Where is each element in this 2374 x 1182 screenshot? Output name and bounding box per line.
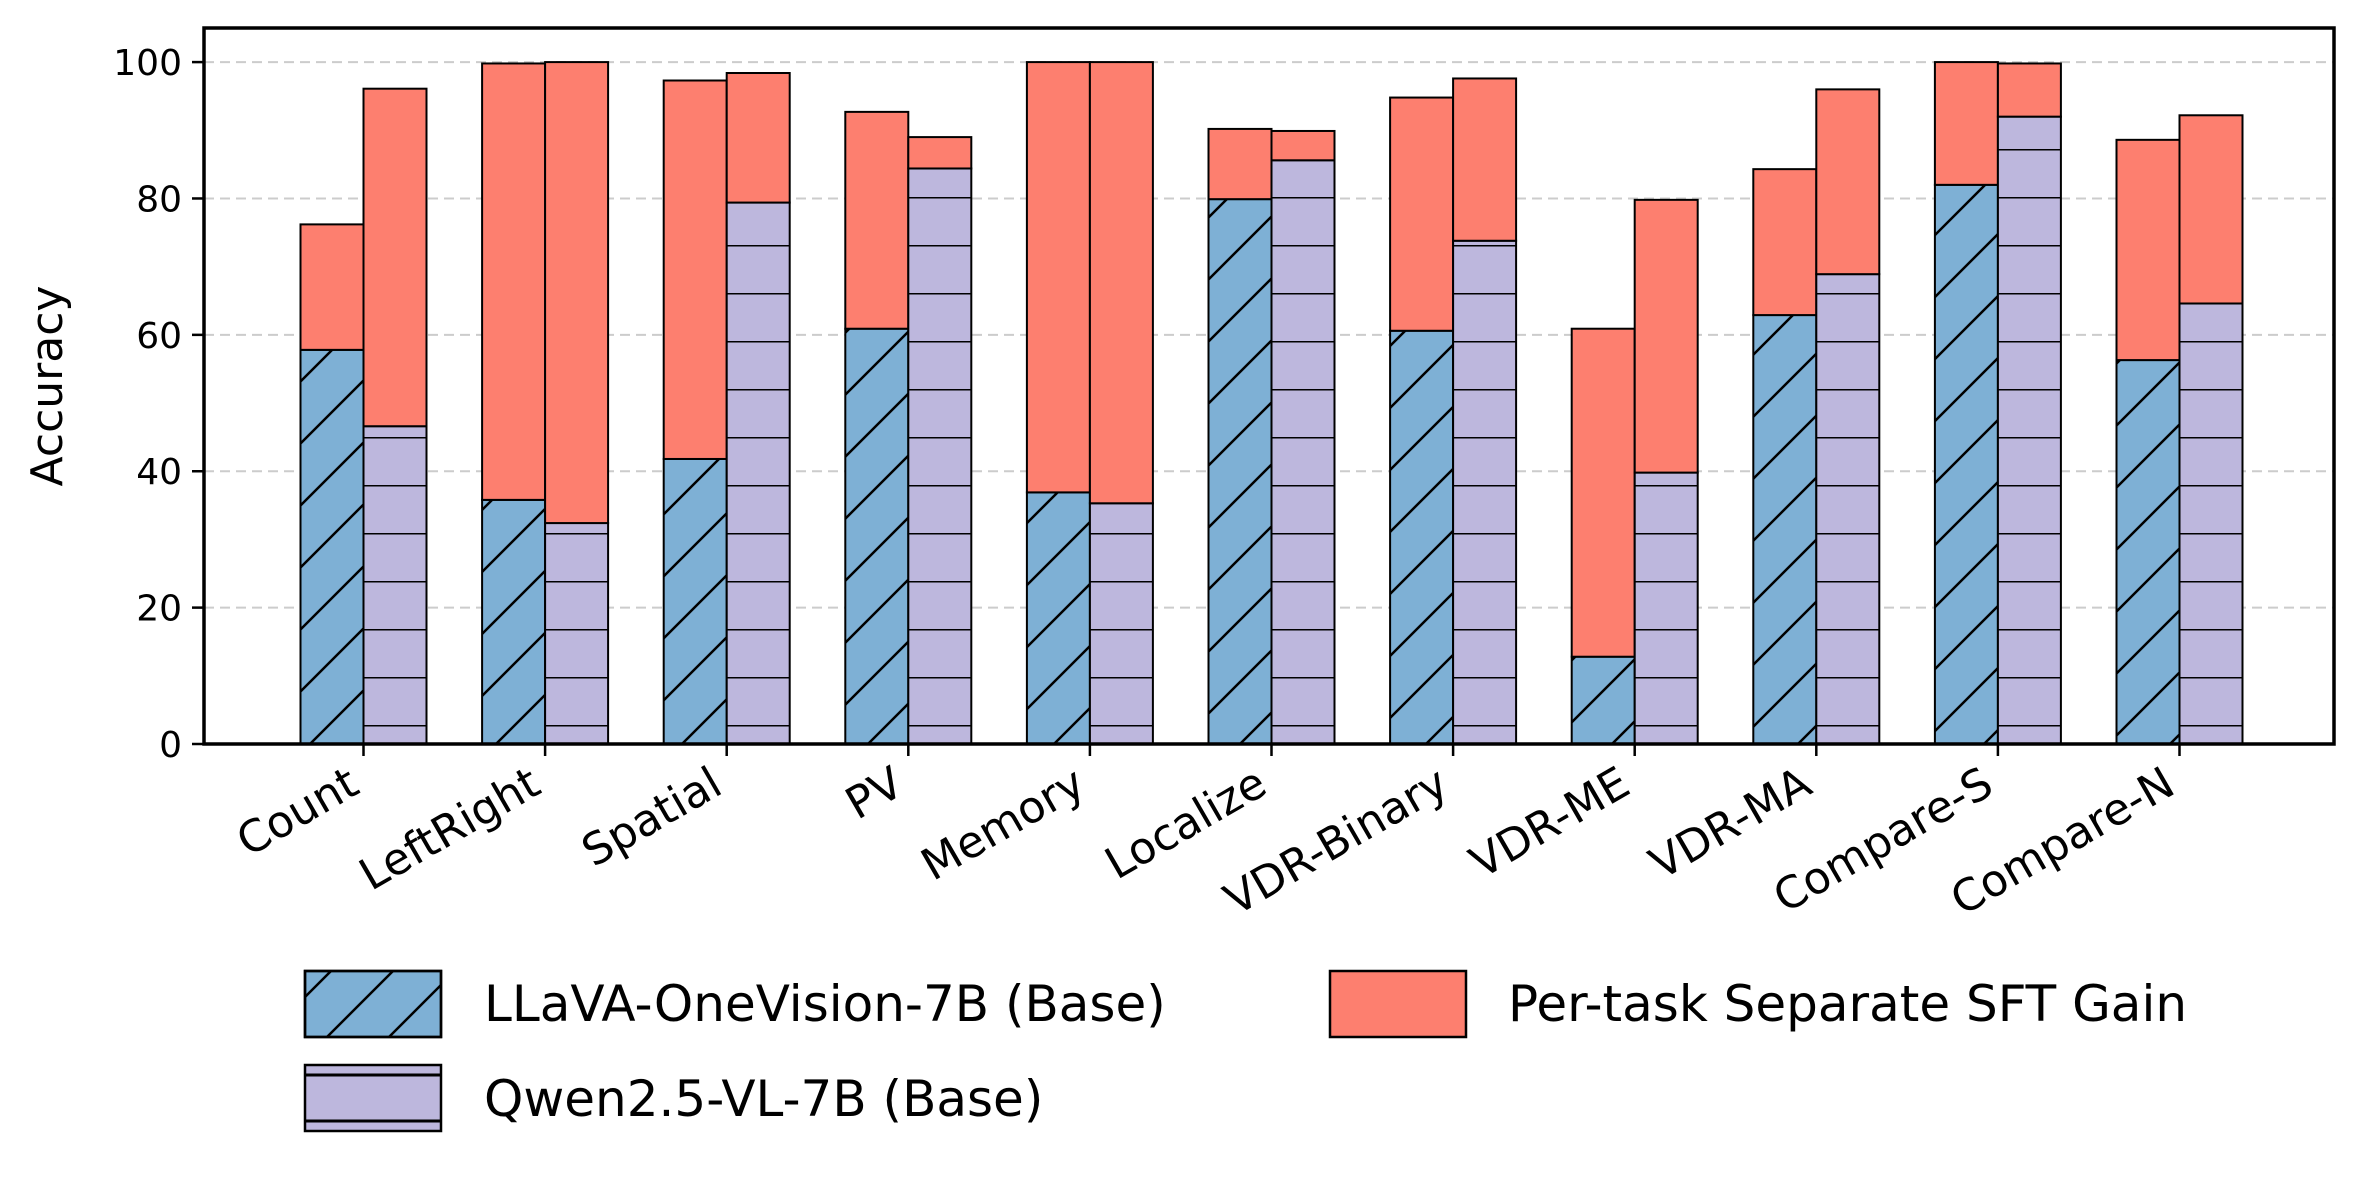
- bar-llava-base-hatch-vdr-me: [1570, 655, 1636, 745]
- y-tick-label-80: 80: [136, 179, 182, 220]
- bar-qwen-base-hatch-compare-s: [1996, 115, 2062, 745]
- bar-llava-gain-vdr-me: [1570, 327, 1636, 658]
- bar-llava-gain-memory: [1025, 61, 1091, 494]
- bar-qwen-base-hatch-vdr-binary: [1452, 239, 1518, 746]
- bar-qwen-base-hatch-count: [362, 425, 428, 745]
- bar-llava-gain-pv: [844, 110, 910, 330]
- plot-frame: [202, 26, 2336, 746]
- legend-label-gain: Per-task Separate SFT Gain: [1508, 975, 2187, 1033]
- bar-qwen-base-hatch-vdr-ma: [1815, 273, 1881, 745]
- bar-llava-base-hatch-localize: [1207, 198, 1273, 746]
- y-tick-label-0: 0: [159, 725, 182, 766]
- bar-qwen-gain-vdr-binary: [1452, 77, 1518, 242]
- bar-qwen-base-hatch-pv: [907, 167, 973, 746]
- bar-qwen-gain-memory: [1088, 61, 1154, 505]
- bars: [299, 61, 2244, 746]
- bar-llava-gain-compare-n: [2115, 138, 2181, 362]
- bar-llava-gain-count: [299, 223, 365, 351]
- bar-qwen-gain-spatial: [725, 72, 791, 204]
- bar-llava-base-hatch-count: [299, 348, 365, 745]
- bar-qwen-base-hatch-compare-n: [2178, 302, 2244, 745]
- bar-llava-base-hatch-pv: [844, 327, 910, 745]
- x-tick-label-leftright: LeftRight: [351, 757, 549, 900]
- bar-llava-base-hatch-vdr-ma: [1752, 314, 1818, 745]
- bar-qwen-base-hatch-leftright: [544, 522, 610, 746]
- bar-qwen-base-hatch-memory: [1088, 502, 1154, 746]
- legend-label-llava: LLaVA-OneVision-7B (Base): [484, 975, 1166, 1033]
- y-axis-ticks: 0 20 40 60 80 100: [113, 43, 204, 766]
- y-tick-label-100: 100: [113, 43, 182, 84]
- bar-llava-base-hatch-memory: [1025, 491, 1091, 745]
- bar-llava-gain-localize: [1207, 127, 1273, 201]
- legend-swatch-gain: [1328, 969, 1468, 1039]
- bar-qwen-gain-localize: [1270, 129, 1336, 162]
- bar-qwen-base-hatch-spatial: [725, 201, 791, 745]
- bar-qwen-gain-leftright: [544, 61, 610, 525]
- bar-llava-base-hatch-spatial: [662, 457, 728, 745]
- bar-llava-base-hatch-vdr-binary: [1389, 329, 1455, 745]
- bar-llava-base-hatch-compare-s: [1933, 183, 1999, 746]
- x-tick-label-spatial: Spatial: [573, 757, 730, 877]
- bar-llava-gain-vdr-ma: [1752, 168, 1818, 317]
- bar-qwen-gain-count: [362, 87, 428, 428]
- legend-swatch-llava-hatch: [303, 969, 443, 1039]
- y-tick-label-20: 20: [136, 589, 182, 630]
- x-tick-label-vdr-me: VDR-ME: [1462, 757, 1639, 888]
- bar-qwen-gain-vdr-me: [1633, 198, 1699, 474]
- bar-llava-base-hatch-compare-n: [2115, 359, 2181, 745]
- y-tick-label-60: 60: [136, 316, 182, 357]
- bar-qwen-gain-compare-n: [2178, 114, 2244, 305]
- bar-qwen-gain-pv: [907, 136, 973, 170]
- legend: LLaVA-OneVision-7B (Base) Qwen2.5-VL-7B …: [303, 969, 2187, 1133]
- bar-llava-gain-spatial: [662, 79, 728, 460]
- x-tick-label-count: Count: [228, 757, 367, 867]
- bar-llava-gain-leftright: [481, 62, 547, 501]
- bar-llava-gain-vdr-binary: [1389, 96, 1455, 332]
- legend-label-qwen: Qwen2.5-VL-7B (Base): [484, 1070, 1043, 1128]
- y-tick-label-40: 40: [136, 452, 182, 493]
- x-tick-label-memory: Memory: [913, 757, 1093, 891]
- x-tick-label-pv: PV: [837, 757, 912, 829]
- bar-qwen-gain-compare-s: [1996, 62, 2062, 118]
- bar-qwen-gain-vdr-ma: [1815, 88, 1881, 276]
- bar-llava-gain-compare-s: [1933, 61, 1999, 186]
- y-axis-title: Accuracy: [22, 286, 73, 487]
- bar-qwen-base-hatch-vdr-me: [1633, 471, 1699, 745]
- bar-llava-base-hatch-leftright: [481, 498, 547, 745]
- bar-qwen-base-hatch-localize: [1270, 159, 1336, 745]
